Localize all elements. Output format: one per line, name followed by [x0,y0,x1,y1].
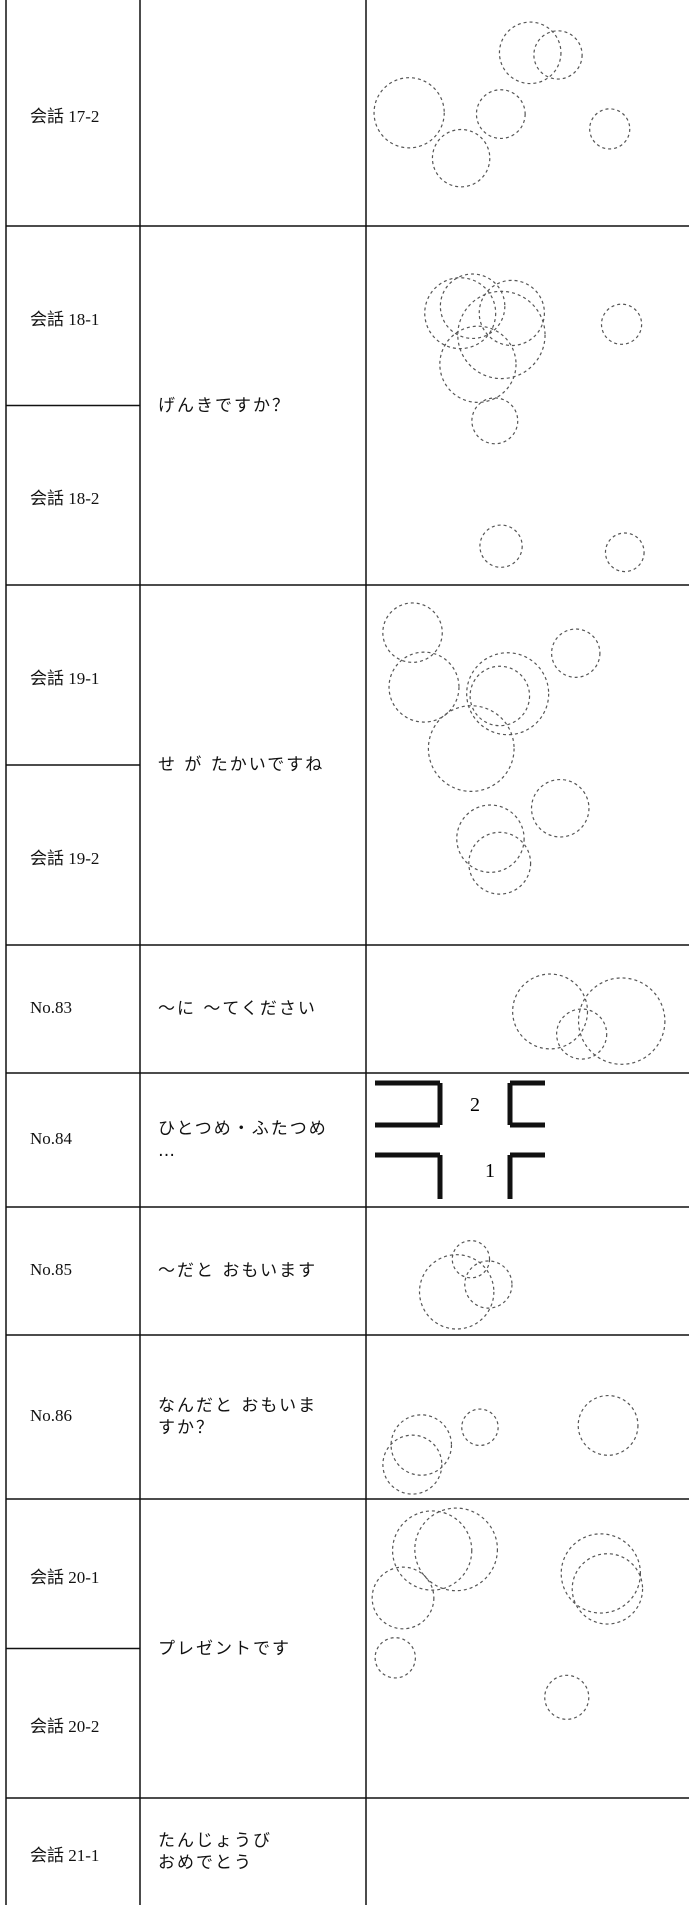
row-label: No.84 [30,1129,73,1148]
illustration [461,1408,499,1447]
row-label: 会話 20-2 [30,1717,100,1737]
text-line: たんじょうび [158,1830,272,1851]
illustration [466,652,550,736]
illustration [560,1533,642,1614]
row-text: なんだと おもいま すか？ [158,1395,317,1439]
illustration [577,1394,639,1456]
illustration [374,1637,416,1679]
row-text: たんじょうび おめでとう [158,1830,272,1874]
row-text: ひとつめ・ふたつめ… [158,1118,328,1162]
illustration [530,778,590,838]
text-line: … [158,1141,177,1161]
illustration [577,977,666,1065]
illustration [424,277,497,350]
illustration [388,651,460,723]
illustration [533,30,583,80]
row-label: No.86 [30,1406,73,1425]
text-line: ひとつめ・ふたつめ [158,1119,328,1139]
illustration [600,303,643,345]
illustration [464,1260,513,1309]
illustration [551,628,601,678]
illustration [589,108,631,150]
row-label: 会話 19-1 [30,669,100,688]
row-text: せ が たかいですね [158,754,324,776]
map-label: 2 [470,1094,480,1116]
illustration [471,397,519,445]
illustration [418,1254,495,1330]
illustration [498,21,562,85]
row-label: No.83 [30,998,73,1017]
text-line: おめでとう [158,1852,253,1873]
row-label: 会話 18-2 [30,489,100,509]
text-line: なんだと おもいま [158,1396,318,1416]
text-line: すか？ [158,1418,215,1438]
row-text: ～だと おもいます [158,1260,317,1282]
text-line: ～だと おもいます [158,1261,318,1281]
illustration [431,128,491,188]
illustration [479,524,523,568]
illustration [468,831,532,895]
illustration [391,1510,473,1591]
illustration [475,89,526,140]
illustration [439,325,517,403]
illustration [414,1507,499,1592]
row-text: プレゼントです [158,1638,291,1660]
illustration [604,532,645,573]
text-line: ～に ～てください [158,999,317,1019]
row-label: 会話 21-1 [30,1845,100,1865]
illustration [512,973,589,1050]
illustration [390,1414,453,1476]
row-label: 会話 17-2 [30,107,100,126]
row-label: 会話 18-1 [30,309,100,329]
text-line: げんきですか？ [158,395,291,416]
row-text: ～に ～てください [158,998,317,1020]
text-line: プレゼントです [158,1638,291,1659]
illustration [571,1553,644,1625]
row-label: 会話 19-2 [30,849,100,868]
illustration [439,273,506,340]
illustration [556,1008,608,1060]
illustration [478,279,545,347]
illustration [371,1566,435,1630]
illustration [382,1434,443,1495]
row-text: げんきですか？ [158,395,291,417]
illustration [382,602,443,663]
illustration [373,77,445,149]
illustration [427,705,515,792]
illustration [544,1674,590,1720]
row-label: 会話 20-1 [30,1567,100,1587]
illustration [451,1239,491,1279]
row-label: No.85 [30,1260,73,1279]
illustration [456,804,525,873]
text-line: せ が たかいですね [158,755,325,775]
map-label: 1 [485,1160,495,1182]
illustration [469,665,531,727]
